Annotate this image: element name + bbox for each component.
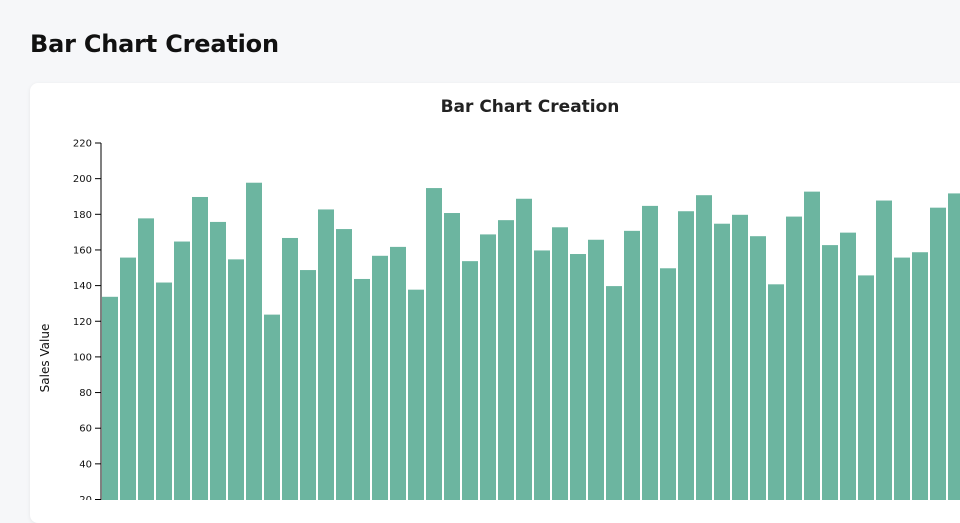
bar <box>264 314 281 500</box>
bar <box>696 195 713 500</box>
bar <box>246 182 263 500</box>
bar <box>660 268 677 500</box>
bar <box>282 237 299 500</box>
bar <box>138 218 155 500</box>
bar <box>786 216 803 500</box>
bar <box>858 275 875 500</box>
bar <box>732 214 749 500</box>
bar <box>192 196 209 500</box>
bar <box>894 257 911 500</box>
y-axis: 20 40 60 80 100 120 140 160 180 200 220 <box>73 139 101 501</box>
y-tick-label: 180 <box>73 210 92 221</box>
bar <box>300 270 317 500</box>
bar <box>912 252 929 500</box>
bar <box>876 200 893 500</box>
bar <box>462 261 479 500</box>
y-tick-label: 200 <box>73 174 92 185</box>
bar <box>642 205 659 500</box>
bar <box>750 236 767 500</box>
bar <box>804 191 821 500</box>
y-tick-label: 40 <box>79 459 92 470</box>
bar <box>228 259 245 500</box>
y-tick-label: 120 <box>73 317 92 328</box>
y-tick-label: 220 <box>73 139 92 150</box>
y-tick-label: 20 <box>79 495 92 500</box>
bar <box>372 255 389 500</box>
bar <box>840 232 857 500</box>
bar <box>948 193 960 500</box>
bar <box>318 209 335 500</box>
bar <box>210 221 227 500</box>
bar <box>714 223 731 500</box>
chart-title: Bar Chart Creation <box>441 97 620 117</box>
bar <box>426 188 443 500</box>
y-tick-label: 80 <box>79 388 92 399</box>
y-tick-label: 60 <box>79 424 92 435</box>
bar <box>516 198 533 500</box>
y-tick-label: 140 <box>73 281 92 292</box>
bar <box>408 289 425 500</box>
bar <box>444 213 461 500</box>
y-tick-label: 160 <box>73 245 92 256</box>
bar <box>570 254 587 500</box>
bar <box>336 229 353 500</box>
bar <box>930 207 947 500</box>
bar <box>390 246 407 500</box>
bar <box>534 250 551 500</box>
bar <box>822 245 839 500</box>
bar <box>480 234 497 500</box>
bar <box>354 278 371 500</box>
bar <box>174 241 191 500</box>
bar <box>102 296 119 500</box>
bar <box>498 220 515 500</box>
y-tick-label: 100 <box>73 352 92 363</box>
bar-chart: Bar Chart Creation 20 40 60 80 100 120 140 160 1… <box>0 0 960 500</box>
bars-group <box>102 182 960 500</box>
bar <box>678 211 695 500</box>
bar <box>624 230 641 500</box>
bar <box>552 227 569 500</box>
bar <box>606 286 623 500</box>
y-axis-label: Sales Value <box>38 324 52 393</box>
bar <box>768 284 785 500</box>
bar <box>120 257 137 500</box>
bar <box>588 239 605 500</box>
bar <box>156 282 173 500</box>
